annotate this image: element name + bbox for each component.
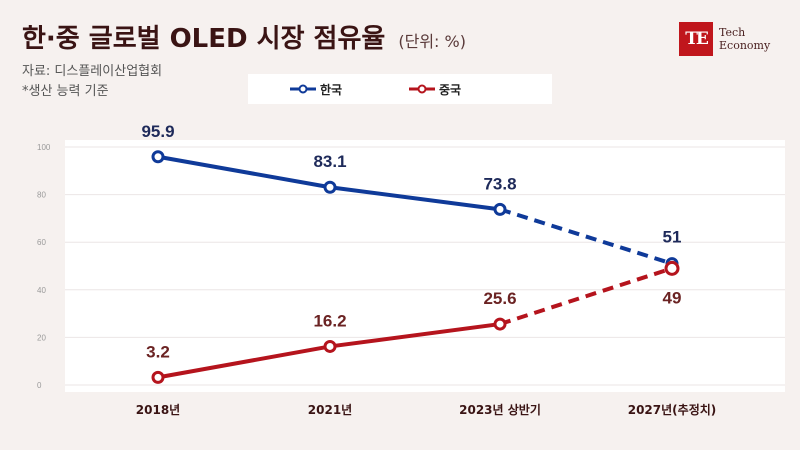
y-tick-label-80: 80 <box>37 191 46 200</box>
data-label-2-2: 16.2 <box>313 311 346 330</box>
data-point-1-3 <box>493 202 507 216</box>
basis-note: *생산 능력 기준 <box>22 84 109 99</box>
legend-label-2: 중국 <box>439 83 461 97</box>
logo-line-2: Economy <box>719 39 771 52</box>
title-unit: (단위: %) <box>398 32 466 51</box>
data-label-2-4: 49 <box>663 288 682 307</box>
logo-text: Tech Economy <box>719 26 770 52</box>
data-point-2-1 <box>151 370 165 384</box>
data-label-1-3: 73.8 <box>483 174 516 193</box>
legend-label-1: 한국 <box>320 82 342 97</box>
legend-marker-2 <box>417 84 427 94</box>
y-tick-label-40: 40 <box>37 286 46 295</box>
y-tick-label-20: 20 <box>37 333 46 342</box>
data-label-1-2: 83.1 <box>313 152 346 171</box>
data-label-2-1: 3.2 <box>146 342 170 361</box>
source-note: 자료: 디스플레이산업협회 <box>22 64 163 79</box>
data-point-2-4 <box>664 260 680 276</box>
data-label-2-3: 25.6 <box>483 289 516 308</box>
data-label-1-1: 95.9 <box>141 122 174 141</box>
data-point-2-2 <box>323 339 337 353</box>
x-category-label-4: 2027년(추정치) <box>628 402 717 417</box>
series-projection-1 <box>499 207 673 266</box>
brand-logo: TE Tech Economy <box>679 22 779 56</box>
data-point-2-3 <box>493 317 507 331</box>
legend-marker-1 <box>298 84 308 94</box>
x-category-label-3: 2023년 상반기 <box>459 402 541 417</box>
chart-title: 한·중 글로벌 OLED 시장 점유율 (단위: %) <box>22 18 466 55</box>
logo-line-1: Tech <box>719 26 746 39</box>
data-point-1-1 <box>151 150 165 164</box>
x-category-label-2: 2021년 <box>308 403 352 417</box>
y-tick-label-0: 0 <box>37 381 42 390</box>
logo-mark: TE <box>679 22 713 56</box>
x-category-label-1: 2018년 <box>136 403 180 417</box>
y-tick-label-60: 60 <box>37 238 46 247</box>
title-text: 한·중 글로벌 OLED 시장 점유율 <box>22 24 386 54</box>
y-tick-label-100: 100 <box>37 143 51 152</box>
data-label-1-4: 51 <box>663 228 682 247</box>
series-projection-2 <box>499 266 673 326</box>
data-point-1-2 <box>323 180 337 194</box>
